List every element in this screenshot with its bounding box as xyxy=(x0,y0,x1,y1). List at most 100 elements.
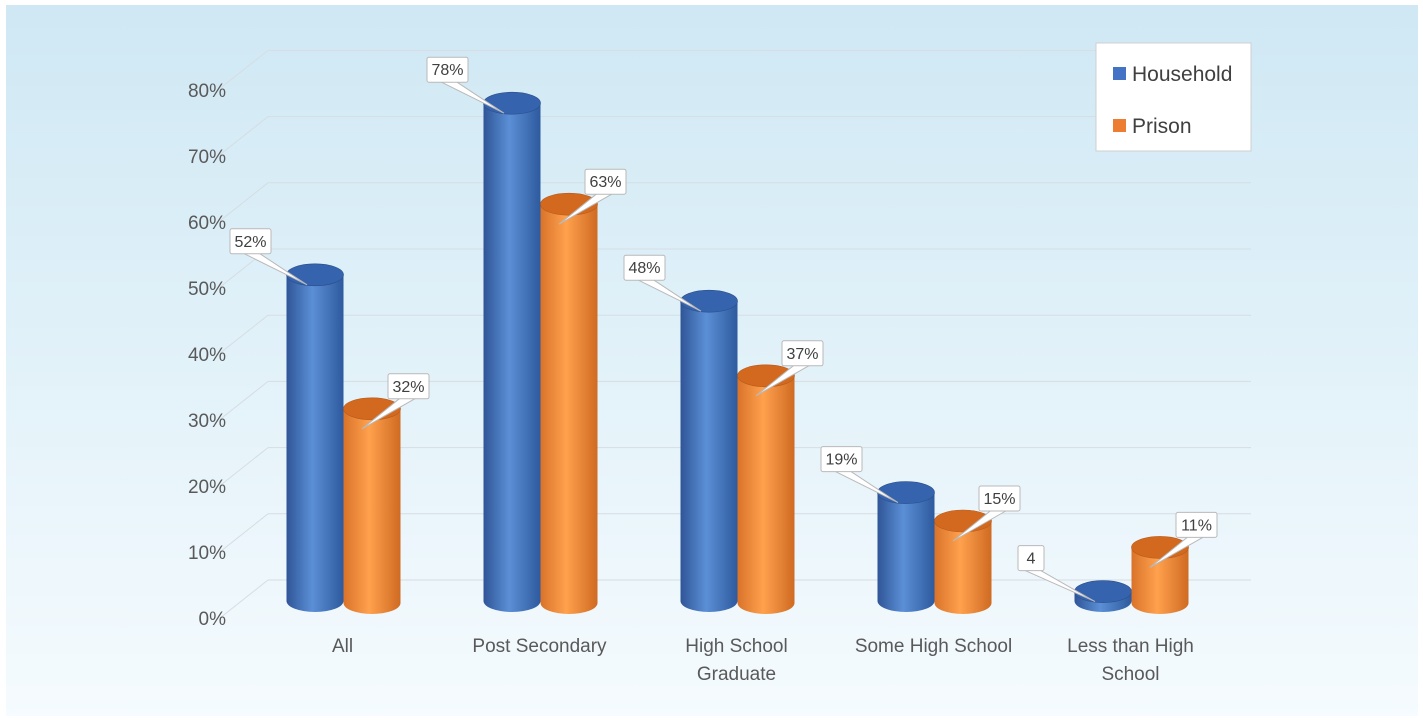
y-tick-label: 60% xyxy=(188,213,226,234)
callout-box xyxy=(978,485,1021,512)
bar-top xyxy=(680,289,738,313)
callout-pointer xyxy=(1149,535,1205,568)
x-tick-line: School xyxy=(1101,664,1159,685)
bar-household-3 xyxy=(680,289,738,612)
bar-top xyxy=(483,91,541,115)
bar-body xyxy=(680,301,738,612)
callout-pointer xyxy=(755,364,811,397)
x-tick-line: High School xyxy=(685,636,787,657)
data-label-household-1: 52% xyxy=(229,228,308,286)
x-tick-label: All xyxy=(332,636,353,657)
y-tick-label: 80% xyxy=(188,81,226,102)
callout-box xyxy=(781,340,824,367)
y-tick-label: 40% xyxy=(188,345,226,366)
bar-body xyxy=(286,274,344,612)
bar-body xyxy=(934,521,992,615)
data-label-prison-2: 63% xyxy=(558,168,627,225)
data-label-household-2: 78% xyxy=(426,56,505,114)
bar-body xyxy=(877,492,935,612)
bar-body xyxy=(540,204,598,615)
bar-prison-3 xyxy=(737,364,795,615)
data-label-household-5: 4 xyxy=(1017,545,1096,603)
callout-pointer xyxy=(439,80,505,114)
bar-body xyxy=(483,103,541,612)
gridline-side xyxy=(219,314,269,354)
data-label-prison-1: 32% xyxy=(361,373,430,430)
callout-pointer xyxy=(242,252,308,286)
chart-area: 0% 10% 20% 30% 40% 50% 60% 70% 80% 52% 32% 78% 63% 4… xyxy=(6,5,1418,716)
bar-body xyxy=(343,408,401,615)
legend-swatch-prison xyxy=(1113,119,1126,132)
bar-household-1 xyxy=(286,263,344,612)
bar-household-2 xyxy=(483,91,541,612)
data-labels: 52% 32% 78% 63% 48% 37% 19% 15% 4 11% xyxy=(229,56,1218,603)
x-axis: All Post Secondary High School Graduate Some… xyxy=(332,636,1194,685)
x-tick-line: Post Secondary xyxy=(472,636,607,657)
callout-pointer xyxy=(833,470,899,504)
gridline-side xyxy=(219,381,269,420)
data-label-text: 4 xyxy=(1027,551,1036,568)
callout-box xyxy=(426,56,469,83)
bar-prison-1 xyxy=(343,397,401,615)
x-tick-line: Graduate xyxy=(697,664,776,685)
bar-prison-2 xyxy=(540,192,598,615)
data-label-prison-3: 37% xyxy=(755,340,824,397)
legend-swatch-household xyxy=(1113,67,1126,80)
callout-box xyxy=(820,446,863,473)
gridline-side xyxy=(219,447,269,486)
y-tick-label: 0% xyxy=(199,609,227,630)
data-label-text: 78% xyxy=(431,62,463,79)
callout-pointer xyxy=(558,192,614,225)
data-label-household-4: 19% xyxy=(820,446,899,504)
legend-label-prison: Prison xyxy=(1132,115,1192,138)
callout-box xyxy=(1175,511,1218,538)
data-label-text: 52% xyxy=(234,234,266,251)
x-tick-line: Less than High xyxy=(1067,636,1194,657)
callout-box xyxy=(623,254,666,281)
x-tick-label: Some High School xyxy=(855,636,1012,657)
data-label-prison-5: 11% xyxy=(1149,511,1218,568)
y-axis: 0% 10% 20% 30% 40% 50% 60% 70% 80% xyxy=(188,81,226,630)
callout-pointer xyxy=(952,509,1008,542)
callout-box xyxy=(229,228,272,255)
bar-top xyxy=(286,263,344,287)
gridline-side xyxy=(219,116,269,155)
data-label-text: 63% xyxy=(589,174,621,191)
data-label-prison-4: 15% xyxy=(952,485,1021,542)
data-label-text: 48% xyxy=(628,260,660,277)
legend: Household Prison xyxy=(1095,42,1252,152)
bar-household-5 xyxy=(1074,580,1132,612)
bars xyxy=(286,91,1189,615)
y-tick-label: 10% xyxy=(188,543,226,564)
legend-label-household: Household xyxy=(1132,63,1232,86)
bar-prison-4 xyxy=(934,509,992,615)
data-label-text: 19% xyxy=(825,452,857,469)
data-label-text: 11% xyxy=(1181,517,1212,534)
gridline-side xyxy=(219,513,269,553)
x-tick-label: High School Graduate xyxy=(685,636,787,685)
callout-box xyxy=(1017,545,1045,572)
gridline-side xyxy=(219,579,269,619)
bar-body xyxy=(737,375,795,615)
bar-top xyxy=(1074,580,1132,603)
y-tick-label: 50% xyxy=(188,279,226,300)
y-tick-label: 20% xyxy=(188,477,226,498)
data-label-household-3: 48% xyxy=(623,254,702,312)
callout-pointer xyxy=(636,278,702,312)
callout-pointer xyxy=(361,397,417,430)
y-tick-label: 30% xyxy=(188,411,226,432)
bar-household-4 xyxy=(877,481,935,612)
x-tick-label: Less than High School xyxy=(1067,636,1194,685)
data-label-text: 32% xyxy=(392,379,424,396)
data-label-text: 15% xyxy=(983,491,1015,508)
x-tick-label: Post Secondary xyxy=(472,636,607,657)
gridline-side xyxy=(219,50,269,89)
x-tick-line: All xyxy=(332,636,353,657)
data-label-text: 37% xyxy=(786,346,818,363)
legend-box xyxy=(1095,42,1252,152)
callout-box xyxy=(387,373,430,400)
bar-chart: 0% 10% 20% 30% 40% 50% 60% 70% 80% 52% 32% 78% 63% 4… xyxy=(6,5,1418,716)
gridline-side xyxy=(219,182,269,222)
y-tick-label: 70% xyxy=(188,147,226,168)
x-tick-line: Some High School xyxy=(855,636,1012,657)
